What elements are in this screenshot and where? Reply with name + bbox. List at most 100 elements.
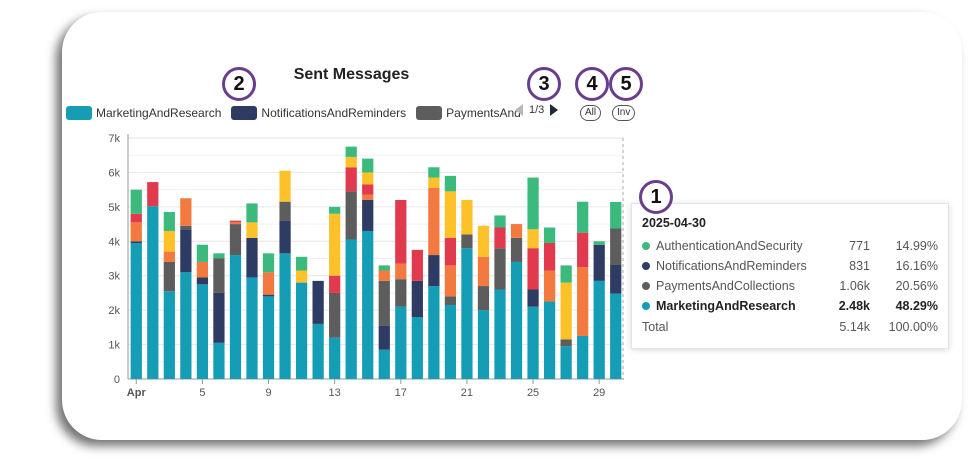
bar-segment: [543, 227, 556, 244]
bar-segment: [329, 292, 341, 338]
tooltip-series-name: AuthenticationAndSecurity: [656, 239, 803, 253]
bar-segment: [345, 191, 357, 240]
y-tick-label: 3k: [108, 271, 120, 283]
bar-segment: [577, 201, 589, 233]
tooltip-row-highlighted: MarketingAndResearch 2.48k 48.29%: [642, 297, 938, 315]
annotation-badge-2: 2: [222, 67, 256, 101]
bar-segment: [411, 280, 423, 318]
bar-segment: [246, 203, 258, 223]
next-page-icon[interactable]: [550, 104, 559, 116]
bar-segment: [477, 256, 490, 287]
tooltip-percent: 14.99%: [895, 239, 938, 253]
page-indicator: 1/3: [529, 104, 545, 116]
invert-selection-button[interactable]: Inv: [612, 105, 636, 121]
annotation-badge-5: 5: [609, 67, 643, 101]
bar-segment: [213, 258, 225, 293]
bar-segment: [295, 270, 308, 283]
tooltip-total-percent: 100.00%: [888, 320, 938, 334]
tooltip-row: AuthenticationAndSecurity 771 14.99%: [642, 237, 938, 255]
bar-segment: [527, 177, 539, 230]
legend-item-payments[interactable]: PaymentsAnd: [416, 106, 521, 120]
bar-segment: [147, 182, 159, 207]
bar-segment: [279, 170, 291, 202]
x-tick-label: 13: [329, 387, 341, 399]
bar-segment: [378, 280, 390, 326]
bar-segment: [295, 256, 308, 271]
tooltip-series-name: PaymentsAndCollections: [656, 279, 795, 293]
legend-label: PaymentsAnd: [446, 106, 521, 120]
series-dot: [642, 262, 650, 270]
bar-segment: [610, 265, 622, 294]
chart-title: Sent Messages: [293, 66, 410, 83]
tooltip-series-name: MarketingAndResearch: [656, 299, 796, 313]
bar-segment: [180, 225, 192, 230]
bar-segment: [444, 296, 457, 305]
bar-segment: [163, 251, 175, 262]
bar-segment: [262, 272, 275, 295]
bar-segment: [163, 230, 175, 252]
bar-segment: [147, 206, 159, 379]
bar-segment: [312, 280, 324, 324]
legend-swatch: [416, 106, 443, 120]
bar-segment: [395, 199, 407, 264]
bar-segment: [345, 239, 357, 379]
bar-segment: [196, 244, 209, 262]
y-tick-label: 1k: [108, 340, 120, 352]
bar-segment: [362, 172, 374, 185]
y-tick-label: 2k: [108, 305, 120, 317]
bar-segment: [444, 265, 457, 297]
annotation-badge-3: 3: [527, 67, 561, 101]
select-all-button[interactable]: All: [580, 105, 602, 121]
bar-segment: [610, 228, 622, 266]
bar-segment: [213, 253, 225, 259]
tooltip-value: 1.06k: [839, 279, 870, 293]
tooltip-total-row: Total 5.14k 100.00%: [642, 318, 938, 336]
bar-segment: [362, 194, 374, 200]
bar-segment: [262, 296, 275, 379]
bar-segment: [312, 323, 324, 379]
tooltip-row: PaymentsAndCollections 1.06k 20.56%: [642, 277, 938, 295]
bar-segment: [163, 261, 175, 292]
bar-segment: [180, 198, 192, 226]
bar-segment: [378, 270, 390, 281]
series-dot: [642, 302, 650, 310]
bar-segment: [246, 277, 258, 379]
y-tick-label: 7k: [108, 133, 120, 145]
tooltip-percent: 20.56%: [895, 279, 938, 293]
bar-segment: [428, 177, 440, 188]
bar-segment: [428, 286, 440, 379]
bar-segment: [130, 241, 142, 244]
bar-segment: [494, 227, 506, 249]
bar-segment: [329, 213, 341, 276]
bar-segment: [510, 261, 523, 379]
bar-segment: [196, 284, 209, 379]
bar-segment: [527, 229, 539, 249]
legend-item-marketing[interactable]: MarketingAndResearch: [66, 106, 221, 120]
x-tick-label: 21: [461, 387, 473, 399]
series-dot: [642, 282, 650, 290]
tooltip: 2025-04-30 AuthenticationAndSecurity 771…: [631, 203, 949, 349]
bar-segment: [229, 222, 242, 225]
bar-segment: [378, 349, 390, 379]
bar-segment: [510, 224, 523, 238]
bar-segment: [345, 167, 357, 192]
bar-segment: [444, 304, 457, 379]
bar-segment: [543, 301, 556, 379]
bar-segment: [163, 212, 175, 231]
y-tick-label: 0: [114, 374, 120, 386]
bar-segment: [229, 224, 242, 256]
bar-segment: [279, 220, 291, 254]
bar-segment: [494, 248, 506, 290]
bar-segment: [444, 175, 457, 192]
bar-segment: [130, 213, 142, 223]
bar-segment: [428, 187, 440, 256]
legend-item-notifications[interactable]: NotificationsAndReminders: [231, 106, 406, 120]
bar-segment: [560, 282, 572, 340]
prev-page-icon[interactable]: [515, 104, 523, 116]
bar-segment: [560, 339, 572, 347]
x-tick-label: Apr: [127, 387, 147, 399]
bar-segment: [411, 317, 423, 379]
bar-segment: [362, 199, 374, 231]
bar-segment: [163, 291, 175, 379]
bar-segment: [543, 270, 556, 302]
